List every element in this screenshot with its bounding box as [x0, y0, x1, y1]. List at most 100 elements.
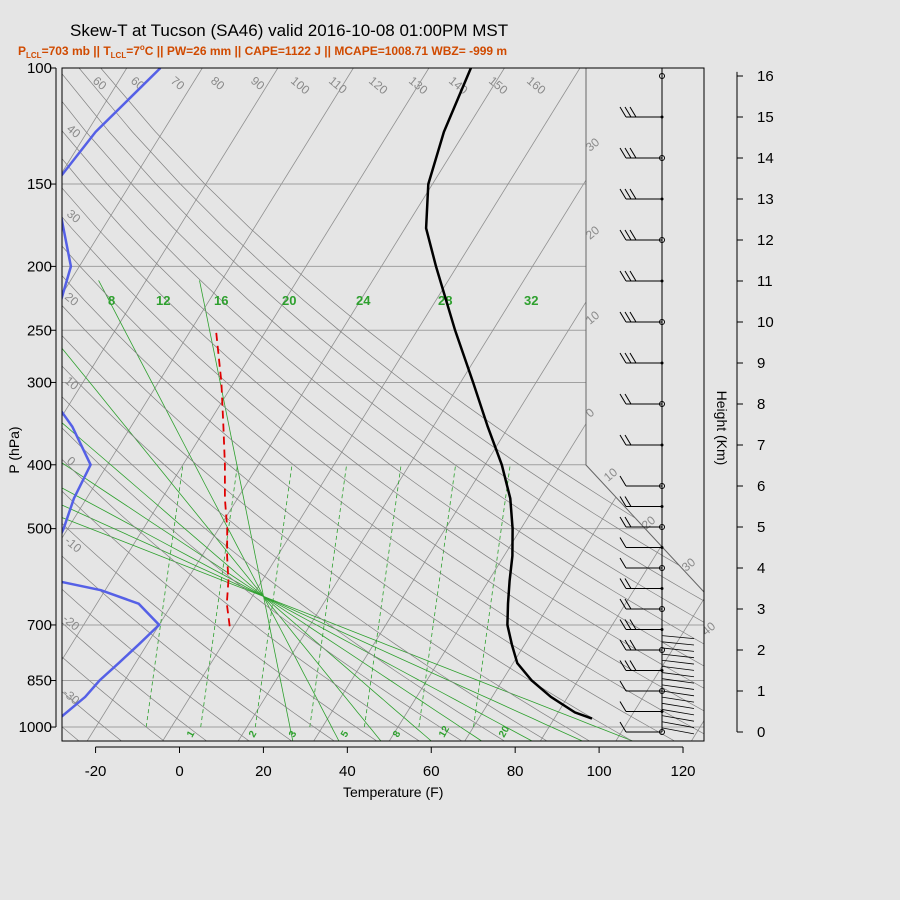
isotherm-line: [62, 68, 203, 296]
dry-adiabat: [62, 130, 704, 645]
y-tick-label: 200: [27, 258, 52, 275]
wind-barb-flag: [619, 475, 627, 487]
height-tick-label: 9: [757, 355, 765, 372]
wind-barb-low: [661, 666, 695, 671]
mixing-ratio-line: [145, 464, 184, 728]
wind-barb-flag: [624, 660, 632, 671]
height-tick-label: 6: [757, 478, 765, 495]
y-tick-label: 850: [27, 673, 52, 690]
dry-adiabat: [62, 396, 505, 741]
wind-barb-flag: [624, 393, 632, 405]
height-tick-label: 12: [757, 232, 774, 249]
y-tick-label: 500: [27, 521, 52, 538]
mixing-ratio-lines: [62, 280, 633, 741]
isotherm-line: [615, 598, 704, 741]
temperature-trace: [424, 68, 593, 720]
wind-barb-low: [661, 702, 695, 709]
wind-barb-low: [661, 721, 695, 728]
height-tick-label: 5: [757, 519, 765, 536]
plot-frame: [61, 67, 705, 742]
dry-adiabat: [62, 305, 633, 741]
mixing-ratio-line: [418, 464, 456, 728]
wind-barb-flag: [619, 229, 627, 241]
height-tick-label: 7: [757, 437, 765, 454]
mixing-ratio-label: 1: [185, 729, 198, 740]
y-tick-label: 250: [27, 322, 52, 339]
wind-barb-low: [661, 678, 695, 684]
wind-level-marker: [659, 73, 665, 79]
wind-barb-flag: [629, 311, 637, 323]
height-tick-label: 2: [757, 642, 765, 659]
dry-adiabat: [62, 73, 704, 602]
height-tick-label: 15: [757, 109, 774, 126]
mixing-ratio-label: 5: [339, 729, 352, 740]
x-tick-label: 60: [423, 763, 440, 780]
wind-barb-flag: [619, 496, 627, 507]
dry-adiabat: [62, 622, 207, 741]
wind-barb-low: [661, 684, 695, 690]
wind-barb-flag: [619, 701, 627, 712]
mixing-ratio-label: 8: [108, 293, 115, 308]
wind-panel-edge: [585, 68, 705, 593]
wind-barb-low: [661, 659, 695, 665]
wind-barb-flag: [619, 578, 627, 589]
wind-barb-flag: [629, 660, 637, 671]
dry-adiabat: [62, 100, 704, 623]
moist-adiabat: [62, 517, 633, 741]
wind-barb-flag: [619, 721, 627, 733]
wind-barb-low: [661, 635, 695, 640]
wind-barb-flag: [624, 106, 632, 118]
y-tick-label: 150: [27, 176, 52, 193]
parcel-trace: [215, 330, 231, 627]
wind-barb-flag: [624, 270, 632, 282]
wind-barb-flag: [619, 311, 627, 323]
wind-barb-low: [661, 715, 695, 722]
mixing-ratio-label: 12: [437, 724, 452, 740]
dry-adiabat: [62, 427, 463, 741]
x-axis: -20 0 20 40 60 80 100 120: [85, 746, 696, 780]
wind-barb-flag: [619, 516, 627, 528]
wind-barb-flag: [619, 537, 627, 548]
wind-barb-flag: [624, 598, 632, 610]
moist-adiabat: [199, 280, 294, 741]
mixing-ratio-label: 3: [287, 729, 300, 740]
x-tick-label: 100: [587, 763, 612, 780]
wind-barb-flag: [624, 311, 632, 323]
isotherm-line: [162, 68, 581, 741]
wind-barb-flag: [619, 270, 627, 282]
wind-barb-flag: [619, 188, 627, 200]
y-axis: 100 150 200 250 300 400 500 700 850 1000: [19, 60, 57, 736]
dry-adiabat: [62, 691, 122, 741]
wind-barb-low: [661, 653, 695, 659]
dry-adiabat: [62, 365, 548, 741]
mixing-ratio-label: 8: [391, 729, 404, 740]
dry-adiabat: [62, 588, 250, 741]
dry-adiabat: [62, 335, 590, 741]
chart-subtitle: PLCL=703 mb || TLCL=7oC || PW=26 mm || C…: [18, 43, 507, 60]
isotherm-line: [0, 68, 51, 741]
wind-barb-flag: [629, 188, 637, 200]
mixing-ratio-label: 24: [356, 293, 371, 308]
wind-barb-flag: [624, 188, 632, 200]
wind-barb-low: [661, 696, 695, 703]
wind-barb-flag: [624, 434, 632, 446]
wind-barb-flag: [619, 680, 627, 692]
height-tick-label: 16: [757, 68, 774, 85]
mixing-ratio-line: [473, 464, 511, 728]
mixing-ratio-line: [200, 464, 238, 728]
height-tick-label: 11: [757, 273, 773, 290]
x-tick-label: 80: [507, 763, 524, 780]
height-tick-label: 10: [757, 314, 774, 331]
wind-barb-flag: [624, 496, 632, 507]
height-tick-label: 1: [757, 683, 765, 700]
height-tick-label: 8: [757, 396, 765, 413]
wind-barb-flag: [619, 619, 627, 630]
wind-barb-low: [661, 672, 695, 678]
wind-barb-low: [661, 641, 695, 646]
wind-barb-flag: [624, 639, 632, 651]
dry-adiabat: [62, 555, 292, 741]
wind-barb-flag: [624, 147, 632, 159]
dry-adiabat: [62, 158, 704, 667]
mixing-ratio-label: 20: [497, 724, 512, 740]
